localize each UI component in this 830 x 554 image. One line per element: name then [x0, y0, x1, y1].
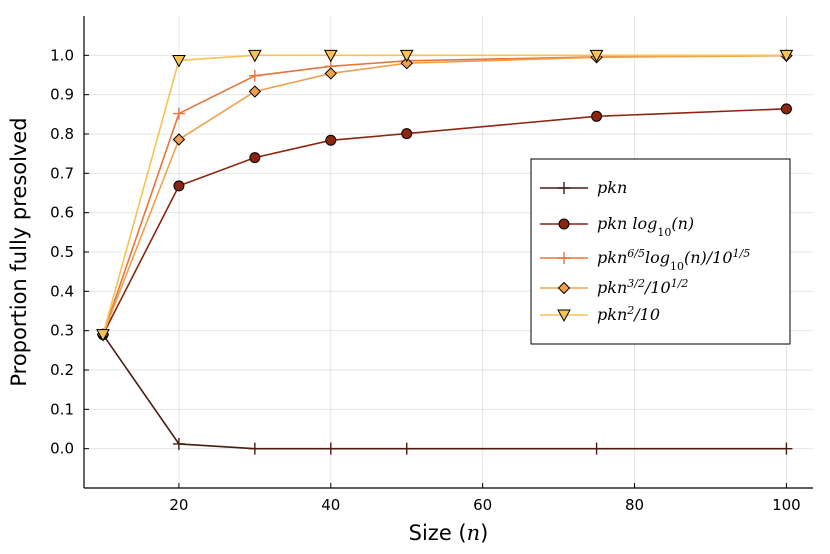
data-point — [172, 133, 186, 146]
y-tick-label: 0.5 — [50, 243, 74, 261]
data-point — [248, 69, 261, 82]
data-point — [590, 442, 603, 455]
data-point — [324, 442, 337, 455]
data-point — [248, 85, 262, 98]
x-axis-label: Size (n) — [409, 521, 489, 545]
x-tick-label: 80 — [625, 496, 644, 514]
x-tick-label: 100 — [772, 496, 801, 514]
data-point — [173, 180, 185, 192]
legend-marker — [557, 281, 571, 295]
y-axis-label: Proportion fully presolved — [7, 117, 31, 386]
legend-item: pkn — [540, 178, 627, 197]
data-point — [172, 54, 186, 68]
data-point — [96, 329, 110, 342]
data-point — [248, 49, 262, 63]
y-tick-label: 0.4 — [50, 282, 74, 300]
y-tick-label: 0.6 — [50, 204, 74, 222]
legend-item: pkn2/10 — [540, 304, 660, 325]
series-line — [102, 334, 787, 450]
data-point — [589, 49, 604, 63]
legend-marker — [558, 252, 570, 264]
data-point — [400, 56, 413, 70]
y-tick-label: 0.1 — [50, 400, 74, 418]
legend-label: pkn3/2/101/2 — [597, 277, 688, 298]
data-series — [96, 49, 794, 455]
legend-label: pkn — [597, 178, 627, 197]
y-tick-label: 0.7 — [50, 164, 74, 182]
data-point — [780, 442, 793, 455]
tick-labels: 20 40 60 80 100 0.0 0.1 0.2 0.3 0.4 0.5 0.6 0.7 0.8 0.… — [50, 46, 801, 514]
data-point — [399, 49, 414, 63]
data-point — [323, 49, 338, 63]
y-tick-label: 0.9 — [50, 86, 74, 104]
data-point — [248, 442, 261, 455]
y-tick-label: 0.3 — [50, 322, 74, 340]
legend-item: pkn3/2/101/2 — [540, 277, 688, 298]
data-point — [172, 437, 185, 450]
x-tick-label: 40 — [321, 496, 340, 514]
legend-marker — [558, 218, 570, 230]
series-4 — [96, 49, 794, 342]
legend-marker — [558, 182, 570, 194]
data-point — [325, 134, 337, 146]
x-tick-label: 60 — [473, 496, 492, 514]
y-tick-label: 0.0 — [50, 440, 74, 458]
legend-box — [530, 158, 791, 345]
series-0 — [96, 328, 793, 455]
data-point — [324, 67, 338, 80]
y-tick-label: 0.2 — [50, 361, 74, 379]
data-point — [780, 103, 792, 115]
axes — [83, 16, 813, 489]
data-point — [400, 442, 413, 455]
legend-label: pkn2/10 — [597, 304, 660, 325]
legend-marker — [557, 309, 571, 323]
data-point — [249, 152, 261, 164]
y-tick-label: 0.8 — [50, 125, 74, 143]
data-point — [401, 128, 413, 140]
y-tick-label: 1.0 — [50, 46, 74, 64]
data-point — [591, 110, 603, 122]
data-point — [779, 49, 794, 63]
x-tick-label: 20 — [169, 496, 188, 514]
data-point — [172, 107, 185, 120]
